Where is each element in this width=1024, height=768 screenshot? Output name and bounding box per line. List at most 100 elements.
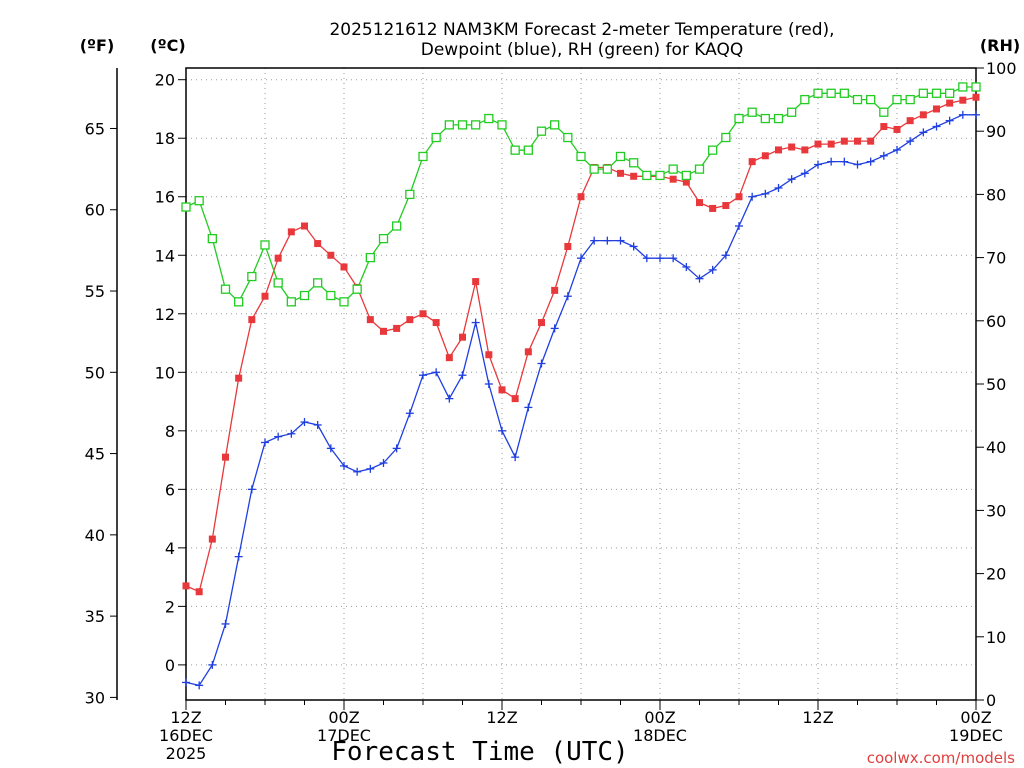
rh-tick-label: 50 bbox=[986, 375, 1006, 394]
rh-point bbox=[629, 158, 639, 168]
dewpoint-point bbox=[379, 459, 388, 467]
rh-point bbox=[958, 82, 968, 92]
temperature-point bbox=[406, 316, 414, 324]
temperature-point bbox=[195, 588, 203, 596]
dewpoint-point bbox=[405, 409, 414, 418]
rh-point bbox=[273, 278, 283, 288]
dewpoint-point bbox=[603, 236, 612, 245]
rh-point bbox=[602, 164, 612, 174]
temperature-point bbox=[248, 316, 256, 324]
dewpoint-point bbox=[656, 254, 664, 263]
dewpoint-point bbox=[932, 122, 941, 131]
temperature-point bbox=[682, 178, 690, 186]
dewpoint-point bbox=[853, 160, 862, 169]
temperature-point bbox=[208, 535, 216, 543]
rh-point bbox=[286, 297, 296, 307]
temperature-point bbox=[735, 193, 743, 201]
rh-point bbox=[918, 88, 928, 98]
temperature-point bbox=[854, 137, 861, 145]
temperature-point bbox=[630, 172, 638, 180]
rh-point bbox=[299, 290, 310, 301]
series-layer bbox=[181, 82, 981, 690]
dewpoint-point bbox=[537, 359, 546, 368]
axes: 0 2 4 6 8 10 12 14 16 18 20 30 35 40 45 50 55 60 65 0 10 20 30… bbox=[85, 59, 1017, 763]
chart-title-line-2: Dewpoint (blue), RH (green) for KAQQ bbox=[421, 40, 744, 60]
rh-point bbox=[523, 145, 533, 155]
rh-point bbox=[839, 88, 849, 98]
celsius-tick-label: 0 bbox=[165, 656, 175, 675]
rh-point bbox=[734, 113, 744, 124]
celsius-tick-label: 2 bbox=[165, 597, 175, 616]
temperature-point bbox=[235, 374, 243, 382]
chart-title-line-1: 2025121612 NAM3KM Forecast 2-meter Tempe… bbox=[329, 20, 834, 40]
dewpoint-point bbox=[800, 169, 809, 178]
dewpoint-point bbox=[866, 157, 875, 166]
rh-point bbox=[471, 120, 481, 130]
temperature-point bbox=[669, 175, 677, 183]
fahrenheit-tick-label: 65 bbox=[85, 119, 105, 138]
temperature-point bbox=[893, 125, 901, 133]
temperature-point bbox=[617, 169, 624, 177]
temperature-point bbox=[748, 158, 756, 166]
dewpoint-point bbox=[182, 678, 190, 687]
temperature-point bbox=[511, 395, 519, 403]
temperature-point bbox=[801, 146, 809, 154]
dewpoint-point bbox=[221, 619, 230, 628]
x-tick-label: 16DEC bbox=[159, 726, 213, 745]
dewpoint-point bbox=[761, 189, 770, 198]
dewpoint-point bbox=[234, 552, 243, 561]
dewpoint-point bbox=[748, 192, 757, 201]
rh-point bbox=[787, 107, 797, 117]
rh-tick-label: 70 bbox=[986, 249, 1006, 268]
rh-tick-label: 20 bbox=[986, 565, 1006, 584]
dewpoint-point bbox=[432, 368, 441, 377]
temperature-point bbox=[459, 333, 466, 341]
fahrenheit-tick-label: 60 bbox=[85, 201, 105, 220]
fahrenheit-tick-label: 55 bbox=[85, 282, 105, 301]
celsius-unit-label: (ºC) bbox=[150, 36, 185, 55]
rh-point bbox=[510, 145, 520, 155]
dewpoint-point bbox=[774, 183, 783, 192]
series-rh bbox=[181, 82, 981, 307]
rh-point bbox=[826, 88, 836, 98]
celsius-tick-label: 16 bbox=[155, 188, 175, 207]
temperature-point bbox=[551, 286, 559, 294]
dewpoint-point bbox=[300, 418, 309, 427]
rh-point bbox=[694, 164, 705, 174]
temperature-point bbox=[933, 105, 940, 113]
celsius-tick-label: 12 bbox=[155, 305, 175, 324]
dewpoint-point bbox=[827, 157, 836, 166]
temperature-point bbox=[314, 240, 322, 248]
fahrenheit-tick-label: 30 bbox=[85, 688, 105, 707]
temperature-point bbox=[432, 319, 440, 327]
rh-point bbox=[431, 132, 441, 143]
temperature-point bbox=[182, 582, 190, 590]
rh-tick-label: 30 bbox=[986, 501, 1006, 520]
rh-tick-label: 60 bbox=[986, 312, 1006, 331]
temperature-point bbox=[788, 143, 796, 151]
x-tick-label: 00Z bbox=[328, 708, 359, 727]
x-tick-label: 00Z bbox=[644, 708, 675, 727]
temperature-point bbox=[380, 327, 387, 335]
rh-point bbox=[879, 107, 889, 117]
temperature-point bbox=[287, 228, 295, 236]
dewpoint-point bbox=[721, 251, 730, 260]
temperature-point bbox=[524, 348, 532, 356]
dewpoint-point bbox=[787, 175, 796, 184]
rh-point bbox=[234, 297, 244, 307]
rh-point bbox=[405, 189, 415, 200]
rh-point bbox=[378, 233, 389, 244]
rh-point bbox=[497, 120, 507, 130]
fahrenheit-tick-label: 40 bbox=[85, 526, 105, 545]
temperature-point bbox=[340, 263, 348, 271]
dewpoint-point bbox=[840, 157, 849, 166]
dewpoint-point bbox=[208, 660, 217, 669]
dewpoint-point bbox=[629, 242, 638, 251]
dewpoint-point bbox=[958, 110, 967, 119]
dewpoint-point bbox=[419, 371, 427, 380]
rh-point bbox=[220, 284, 231, 294]
rh-point bbox=[392, 221, 402, 231]
dewpoint-point bbox=[458, 371, 467, 380]
rh-point bbox=[892, 94, 902, 105]
dewpoint-point bbox=[511, 453, 520, 462]
